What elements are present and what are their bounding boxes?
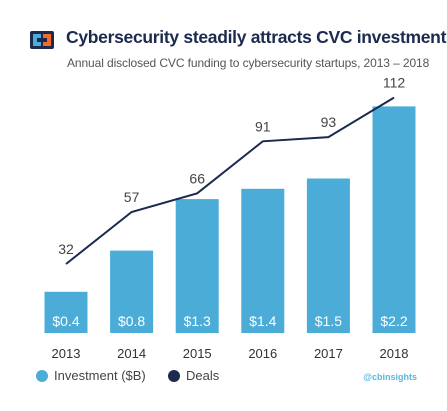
legend-swatch-investment [36, 369, 48, 382]
bar-value-label-2016: $1.4 [249, 313, 276, 329]
deals-label-2015: 66 [189, 170, 205, 186]
deals-label-2016: 91 [255, 118, 271, 134]
bar-2013 [44, 291, 88, 333]
legend-item-investment: Investment ($B) [36, 368, 146, 383]
bar-2014 [110, 250, 154, 333]
legend-item-deals: Deals [168, 368, 219, 383]
deals-line [65, 96, 395, 265]
bar-value-label-2017: $1.5 [315, 313, 342, 329]
deals-label-2018: 112 [383, 75, 406, 91]
chart-subtitle: Annual disclosed CVC funding to cybersec… [67, 56, 430, 70]
source-credit: @cbinsights [363, 372, 417, 382]
bar-value-label-2014: $0.8 [118, 313, 145, 329]
bar-2018 [372, 106, 416, 334]
bar-2017 [306, 178, 350, 333]
deals-label-2013: 32 [58, 241, 74, 257]
legend-label-investment: Investment ($B) [54, 368, 146, 383]
x-tick-label-2017: 2017 [314, 346, 343, 361]
bar-value-label-2018: $2.2 [380, 313, 407, 329]
legend-label-deals: Deals [186, 368, 220, 383]
x-tick-label-2015: 2015 [183, 346, 212, 361]
deals-label-2017: 93 [321, 114, 337, 130]
x-tick-label-2014: 2014 [117, 346, 146, 361]
bar-2015 [175, 199, 219, 333]
x-tick-label-2018: 2018 [380, 346, 409, 361]
deals-label-2014: 57 [124, 189, 140, 205]
bar-value-label-2013: $0.4 [52, 313, 79, 329]
cbinsights-logo-icon [30, 31, 54, 49]
bar-2016 [241, 188, 285, 333]
x-tick-label-2013: 2013 [52, 346, 81, 361]
legend-swatch-deals [168, 369, 180, 382]
x-tick-label-2016: 2016 [248, 346, 277, 361]
chart-title: Cybersecurity steadily attracts CVC inve… [66, 27, 447, 47]
bar-value-label-2015: $1.3 [184, 313, 211, 329]
